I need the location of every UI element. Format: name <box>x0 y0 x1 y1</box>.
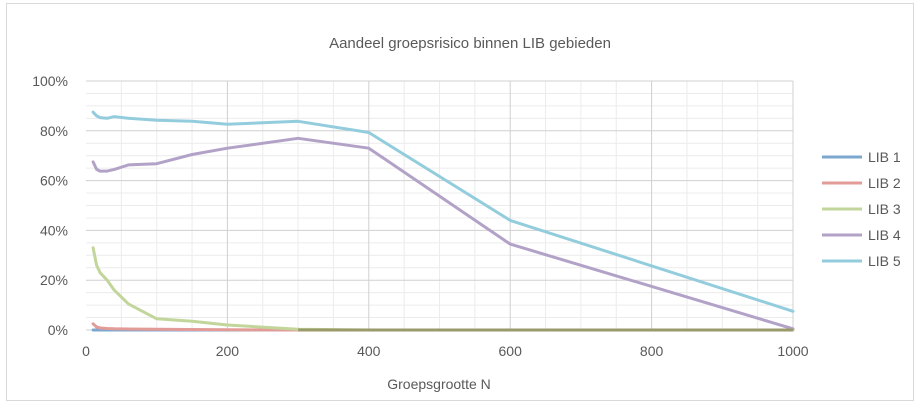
x-tick-label: 1000 <box>777 343 808 359</box>
series-line-lib-4 <box>91 136 795 331</box>
x-tick-label: 800 <box>640 343 664 359</box>
legend-label-lib-4: LIB 4 <box>868 227 901 243</box>
legend-label-lib-2: LIB 2 <box>868 175 901 191</box>
legend: LIB 1 LIB 2 LIB 3 LIB 4 LIB 5 <box>822 149 901 269</box>
y-tick-label: 80% <box>40 123 68 139</box>
y-tick-label: 40% <box>40 222 68 238</box>
x-axis-label: Groepsgrootte N <box>387 376 491 392</box>
y-tick-label: 0% <box>48 322 68 338</box>
series-lines <box>91 110 795 332</box>
legend-label-lib-5: LIB 5 <box>868 253 901 269</box>
chart-title: Aandeel groepsrisico binnen LIB gebieden <box>329 35 611 52</box>
y-tick-label: 60% <box>40 173 68 189</box>
x-tick-label: 400 <box>357 343 381 359</box>
x-tick-label: 600 <box>499 343 523 359</box>
series-line-lib-5 <box>91 110 795 313</box>
legend-label-lib-3: LIB 3 <box>868 201 901 217</box>
minor-gridlines <box>86 81 793 330</box>
legend-label-lib-1: LIB 1 <box>868 149 901 165</box>
x-tick-label: 0 <box>82 343 90 359</box>
y-tick-label: 20% <box>40 272 68 288</box>
x-tick-labels: 0 200 400 600 800 1000 <box>82 343 809 359</box>
chart-frame <box>6 3 914 401</box>
y-tick-label: 100% <box>32 73 68 89</box>
x-tick-label: 200 <box>216 343 240 359</box>
y-tick-labels: 0% 20% 40% 60% 80% 100% <box>32 73 68 338</box>
